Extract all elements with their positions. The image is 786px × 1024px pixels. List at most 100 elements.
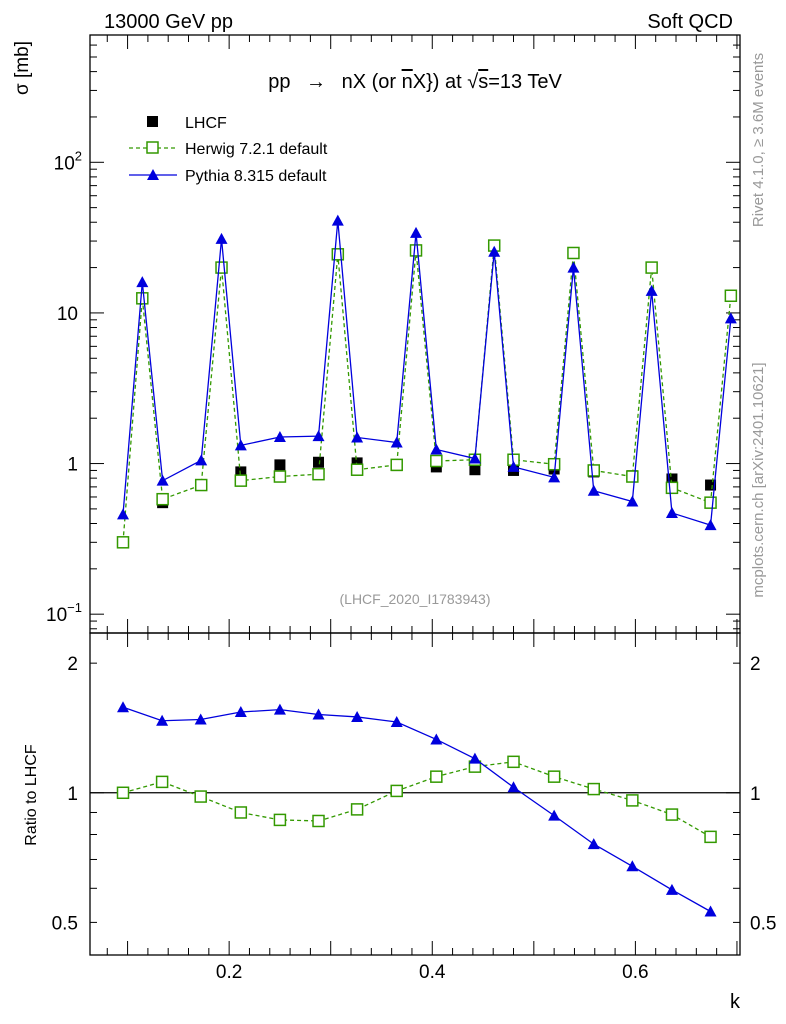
- main-point-pythia: [468, 452, 481, 464]
- main-point-herwig: [587, 464, 600, 477]
- ratio-y-tick-label-right: 2: [750, 654, 761, 675]
- main-point-herwig: [136, 292, 149, 305]
- ratio-y-axis-title: Ratio to LHCF: [23, 744, 40, 846]
- ratio-point-herwig: [704, 830, 717, 844]
- ratio-point-herwig: [587, 782, 600, 796]
- ratio-series-line-herwig: [122, 761, 711, 838]
- process-label: Soft QCD: [647, 11, 733, 33]
- main-point-lhcf: [235, 466, 247, 478]
- title-arrow: →: [306, 71, 326, 93]
- main-point-lhcf: [274, 459, 286, 471]
- ratio-point-herwig: [665, 808, 679, 821]
- main-point-herwig: [409, 244, 423, 257]
- main-point-pythia: [351, 431, 364, 443]
- main-point-herwig: [645, 261, 658, 274]
- ratio-point-pythia: [234, 706, 247, 718]
- x-tick-label: 0.4: [419, 962, 446, 983]
- main-point-pythia: [215, 232, 228, 244]
- main-point-pythia: [665, 506, 678, 518]
- ratio-point-pythia: [351, 710, 364, 722]
- ratio-series: [116, 701, 717, 917]
- title-energy: =13 TeV: [488, 71, 562, 93]
- main-point-herwig: [626, 470, 639, 483]
- title-main: nX (or: [342, 71, 402, 93]
- ratio-point-pythia: [117, 701, 130, 713]
- main-point-lhcf: [705, 479, 717, 491]
- main-point-pythia: [567, 261, 580, 273]
- ratio-point-pythia: [273, 703, 286, 715]
- main-point-herwig: [724, 289, 738, 303]
- legend-label-herwig: Herwig 7.2.1 default: [185, 141, 328, 158]
- ratio-axes: 0.5 0.5 1 1 2 2 0.2 0.4 0.6: [52, 633, 776, 983]
- ratio-point-pythia: [704, 905, 717, 917]
- main-point-herwig: [547, 457, 561, 471]
- ratio-point-herwig: [507, 755, 520, 769]
- main-point-pythia: [724, 312, 737, 324]
- main-point-pythia: [626, 495, 639, 507]
- title-sqrt: √: [467, 71, 478, 93]
- main-point-herwig: [665, 481, 679, 495]
- title-mid: X}) at: [413, 71, 467, 93]
- main-point-herwig: [215, 261, 228, 274]
- main-point-herwig: [273, 470, 287, 483]
- x-tick-label: 0.2: [216, 962, 242, 983]
- main-point-herwig: [194, 478, 208, 492]
- main-point-herwig: [350, 463, 364, 476]
- main-point-herwig: [390, 458, 403, 472]
- legend-marker-pythia: [147, 169, 159, 180]
- main-series: [116, 214, 738, 549]
- ratio-y-tick-label: 2: [67, 654, 78, 675]
- mcplots-label: mcplots.cern.ch [arXiv:2401.10621]: [750, 362, 767, 597]
- ratio-y-tick-label-right: 0.5: [750, 913, 776, 934]
- main-point-herwig: [567, 246, 580, 260]
- main-y-tick-label: 102: [54, 148, 82, 174]
- ratio-point-pythia: [194, 713, 207, 725]
- ratio-point-herwig: [273, 813, 287, 827]
- main-point-pythia: [390, 436, 403, 448]
- ratio-point-pythia: [548, 809, 561, 821]
- title-pp: pp: [268, 71, 290, 93]
- ratio-point-pythia: [626, 860, 639, 872]
- ratio-series-line-pythia: [122, 706, 711, 913]
- ratio-point-pythia: [468, 752, 481, 764]
- ratio-point-herwig: [547, 770, 561, 783]
- tick-label-base: 10: [54, 153, 75, 174]
- main-point-herwig: [430, 454, 443, 468]
- main-point-pythia: [195, 454, 208, 466]
- ratio-y-tick-label: 1: [67, 784, 78, 805]
- x-axis-title: k: [730, 991, 741, 1013]
- main-point-herwig: [156, 492, 169, 506]
- ratio-point-herwig: [234, 806, 248, 819]
- main-point-lhcf: [313, 456, 325, 468]
- main-point-pythia: [331, 214, 344, 226]
- energy-label: 13000 GeV pp: [104, 11, 233, 33]
- legend-label-lhcf: LHCF: [185, 115, 227, 132]
- legend-marker-herwig: [146, 141, 159, 154]
- ratio-point-pythia: [390, 716, 403, 728]
- legend: LHCF Herwig 7.2.1 default Pythia 8.315 d…: [129, 115, 328, 185]
- main-y-tick-label: 1: [67, 455, 78, 476]
- main-point-pythia: [507, 460, 520, 472]
- ratio-point-pythia: [312, 708, 325, 720]
- analysis-id-watermark: (LHCF_2020_I1783943): [340, 591, 491, 607]
- plot-title: pp → nX (or nX}) at √s=13 TeV: [268, 71, 562, 93]
- ratio-point-herwig: [312, 814, 325, 828]
- main-point-pythia: [430, 443, 443, 455]
- main-point-lhcf: [469, 464, 481, 476]
- x-tick-label: 0.6: [622, 962, 648, 983]
- ratio-point-pythia: [507, 781, 520, 793]
- ratio-plot-frame: [89, 632, 741, 956]
- main-y-tick-label: 10: [57, 304, 78, 325]
- ratio-point-herwig: [350, 803, 364, 816]
- main-point-lhcf: [666, 473, 678, 485]
- main-point-herwig: [331, 248, 345, 261]
- ratio-y-tick-label-right: 1: [750, 784, 761, 805]
- ratio-point-herwig: [194, 790, 207, 803]
- tick-label-exponent: 2: [75, 148, 82, 163]
- ratio-y-tick-label: 0.5: [52, 913, 78, 934]
- main-series-line-herwig: [122, 245, 732, 543]
- main-y-axis-title: σ [mb]: [12, 41, 33, 95]
- main-point-pythia: [488, 245, 501, 257]
- title-s: s: [478, 71, 488, 93]
- main-point-herwig: [704, 496, 717, 509]
